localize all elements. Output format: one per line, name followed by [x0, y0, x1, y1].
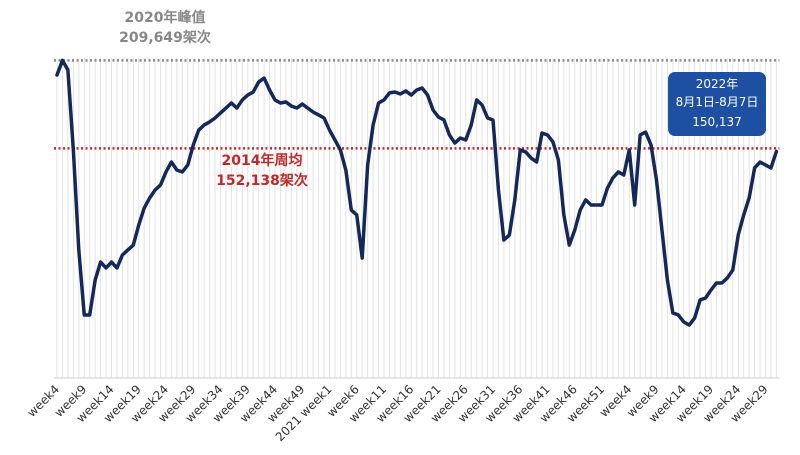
callout-text: 150,137	[692, 115, 742, 129]
data-line	[55, 58, 779, 327]
callout-box	[668, 72, 766, 136]
reference-label: 152,138架次	[216, 172, 308, 189]
callout-text: 2022年	[696, 77, 739, 91]
callout-text: 8月1日-8月7日	[676, 95, 759, 109]
reference-label: 2014年周均	[222, 152, 303, 169]
reference-label: 2020年峰值	[125, 9, 206, 26]
reference-label: 209,649架次	[119, 29, 211, 46]
